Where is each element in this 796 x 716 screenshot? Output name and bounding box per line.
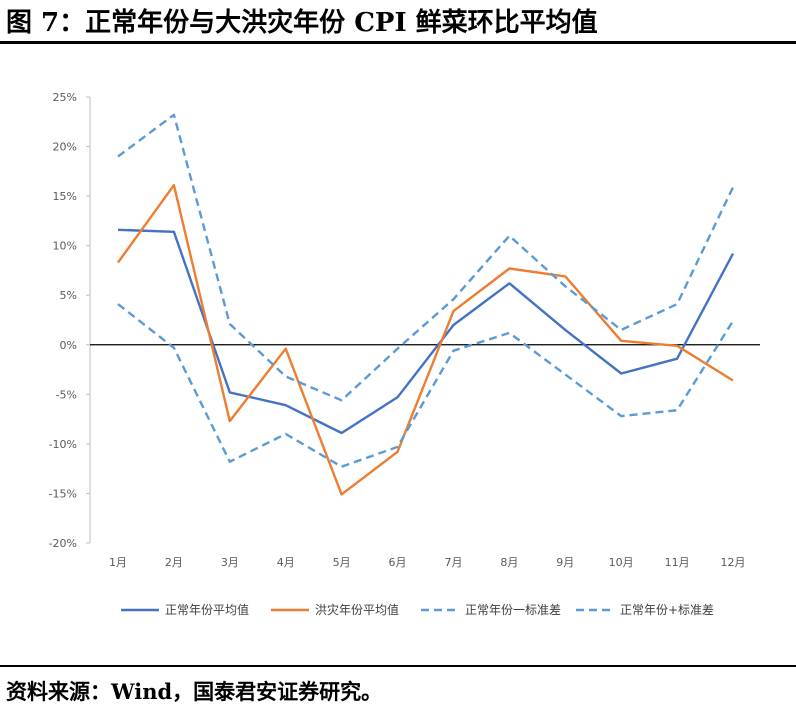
series-line-2 — [117, 183, 734, 496]
y-tick-label: -10% — [49, 438, 77, 451]
source-rule — [0, 665, 796, 667]
x-tick-label: 2月 — [165, 556, 183, 569]
x-tick-label: 4月 — [277, 556, 295, 569]
series-line-1 — [117, 228, 735, 435]
title-rule — [0, 41, 796, 44]
legend-label: 正常年份平均值 — [165, 602, 249, 617]
series-line-3 — [117, 303, 735, 468]
x-tick-label: 6月 — [389, 556, 407, 569]
legend-label: 洪灾年份平均值 — [315, 602, 399, 617]
y-tick-label: -5% — [56, 388, 77, 401]
series-line-4 — [117, 113, 735, 402]
figure-title: 图 7：正常年份与大洪灾年份 CPI 鲜菜环比平均值 — [6, 8, 598, 38]
x-tick-label: 12月 — [721, 556, 746, 569]
y-tick-label: -15% — [49, 487, 77, 500]
y-tick-label: 20% — [53, 141, 77, 154]
y-tick-label: 0% — [60, 339, 77, 352]
x-tick-label: 5月 — [333, 556, 351, 569]
x-tick-label: 7月 — [444, 556, 462, 569]
x-tick-label: 8月 — [500, 556, 518, 569]
y-tick-label: 25% — [53, 91, 77, 104]
y-tick-label: 15% — [53, 190, 77, 203]
x-tick-label: 3月 — [221, 556, 239, 569]
source-note: 资料来源：Wind，国泰君安证券研究。 — [6, 679, 383, 704]
x-tick-label: 9月 — [556, 556, 574, 569]
legend-label: 正常年份一标准差 — [465, 603, 561, 617]
x-tick-labels: 1月 2月 3月 4月 5月 6月 7月 8月 9月 10月 11月 12月 — [109, 556, 746, 569]
x-tick-label: 10月 — [609, 556, 634, 569]
y-tick-label: 10% — [53, 240, 77, 253]
x-tick-label: 1月 — [109, 556, 127, 569]
y-tick-labels: 25% 20% 15% 10% 5% 0% -5% -10% -15% -20% — [49, 91, 90, 550]
x-tick-label: 11月 — [665, 556, 690, 569]
series-lines — [117, 113, 735, 496]
chart-axes — [89, 97, 760, 543]
legend-label: 正常年份+标准差 — [620, 603, 714, 617]
y-tick-label: -20% — [49, 537, 77, 550]
legend: 正常年份平均值 洪灾年份平均值 正常年份一标准差 正常年份+标准差 — [121, 602, 714, 617]
y-tick-label: 5% — [60, 289, 77, 302]
